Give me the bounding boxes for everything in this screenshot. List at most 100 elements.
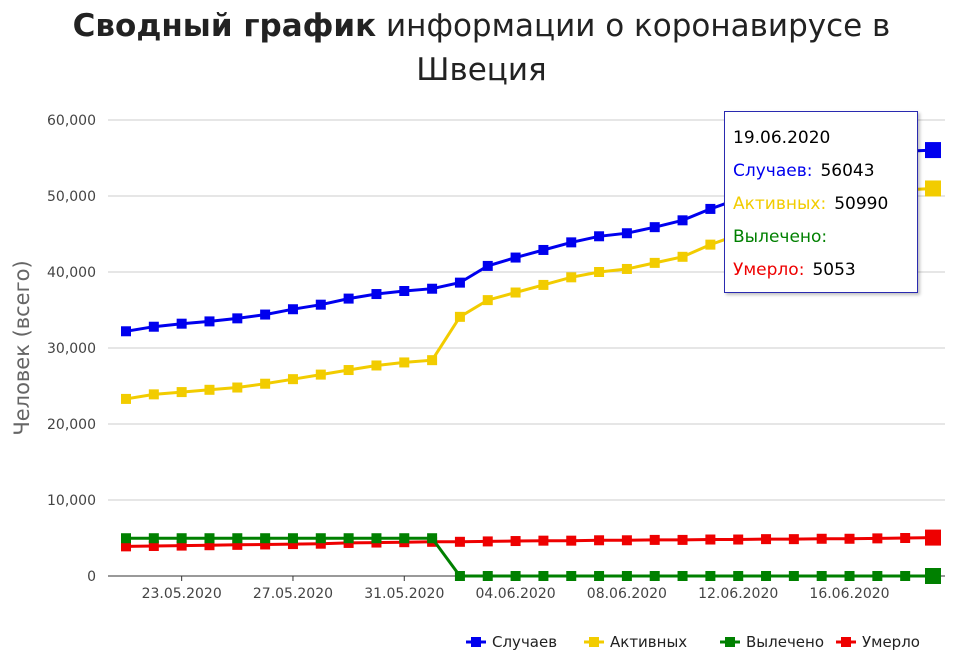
data-point[interactable] bbox=[925, 142, 941, 159]
data-point[interactable] bbox=[454, 277, 465, 288]
data-point[interactable] bbox=[287, 304, 298, 315]
data-point[interactable] bbox=[705, 571, 716, 581]
data-point[interactable] bbox=[566, 535, 577, 546]
data-point[interactable] bbox=[761, 534, 772, 545]
data-point[interactable] bbox=[232, 313, 243, 324]
data-point[interactable] bbox=[427, 283, 438, 294]
data-point[interactable] bbox=[204, 540, 215, 551]
data-point[interactable] bbox=[232, 539, 243, 550]
data-point[interactable] bbox=[176, 533, 187, 544]
data-point[interactable] bbox=[705, 203, 716, 214]
data-point[interactable] bbox=[482, 260, 493, 271]
data-point[interactable] bbox=[482, 295, 493, 306]
data-point[interactable] bbox=[371, 360, 382, 371]
data-point[interactable] bbox=[538, 279, 549, 290]
legend-item-1[interactable]: Случаев bbox=[466, 633, 557, 651]
data-point[interactable] bbox=[649, 571, 660, 581]
data-point[interactable] bbox=[925, 180, 941, 197]
data-point[interactable] bbox=[427, 533, 438, 544]
data-point[interactable] bbox=[121, 541, 131, 552]
data-point[interactable] bbox=[816, 571, 827, 581]
data-point[interactable] bbox=[649, 534, 660, 545]
data-point[interactable] bbox=[594, 571, 605, 581]
data-point[interactable] bbox=[705, 534, 716, 545]
data-point[interactable] bbox=[176, 387, 187, 398]
data-point[interactable] bbox=[232, 533, 243, 544]
data-point[interactable] bbox=[176, 540, 187, 551]
data-point[interactable] bbox=[482, 536, 493, 547]
data-point[interactable] bbox=[621, 571, 632, 581]
data-point[interactable] bbox=[510, 252, 521, 263]
data-point[interactable] bbox=[232, 382, 243, 393]
data-point[interactable] bbox=[621, 228, 632, 239]
data-point[interactable] bbox=[844, 533, 855, 544]
data-point[interactable] bbox=[510, 536, 521, 547]
data-point[interactable] bbox=[427, 355, 438, 366]
data-point[interactable] bbox=[538, 244, 549, 255]
data-point[interactable] bbox=[594, 535, 605, 546]
data-point[interactable] bbox=[649, 257, 660, 268]
data-point[interactable] bbox=[788, 571, 799, 581]
data-point[interactable] bbox=[510, 571, 521, 581]
legend-item-4[interactable]: Умерло bbox=[836, 633, 920, 651]
data-point[interactable] bbox=[121, 326, 131, 337]
data-point[interactable] bbox=[315, 533, 326, 544]
data-point[interactable] bbox=[621, 263, 632, 274]
data-point[interactable] bbox=[260, 309, 271, 320]
data-point[interactable] bbox=[900, 571, 911, 581]
data-point[interactable] bbox=[566, 272, 577, 283]
data-point[interactable] bbox=[315, 369, 326, 380]
data-point[interactable] bbox=[343, 293, 354, 304]
data-point[interactable] bbox=[594, 267, 605, 277]
data-point[interactable] bbox=[538, 535, 549, 546]
data-point[interactable] bbox=[872, 571, 883, 581]
data-point[interactable] bbox=[594, 231, 605, 242]
data-point[interactable] bbox=[148, 540, 159, 551]
data-point[interactable] bbox=[343, 365, 354, 376]
data-point[interactable] bbox=[816, 533, 827, 544]
data-point[interactable] bbox=[538, 571, 549, 581]
data-point[interactable] bbox=[148, 533, 159, 544]
data-point[interactable] bbox=[733, 534, 744, 545]
data-point[interactable] bbox=[705, 239, 716, 250]
data-point[interactable] bbox=[204, 384, 215, 395]
data-point[interactable] bbox=[121, 533, 131, 544]
data-point[interactable] bbox=[371, 289, 382, 300]
data-point[interactable] bbox=[900, 533, 911, 543]
legend-item-3[interactable]: Вылечено bbox=[720, 633, 824, 651]
data-point[interactable] bbox=[677, 215, 688, 226]
data-point[interactable] bbox=[454, 571, 465, 581]
data-point[interactable] bbox=[925, 568, 941, 584]
data-point[interactable] bbox=[315, 538, 326, 549]
data-point[interactable] bbox=[148, 321, 159, 332]
data-point[interactable] bbox=[287, 539, 298, 550]
data-point[interactable] bbox=[510, 287, 521, 298]
data-point[interactable] bbox=[260, 533, 271, 544]
data-point[interactable] bbox=[677, 534, 688, 545]
data-point[interactable] bbox=[566, 571, 577, 581]
data-point[interactable] bbox=[371, 533, 382, 544]
data-point[interactable] bbox=[399, 533, 410, 544]
data-point[interactable] bbox=[260, 378, 271, 389]
data-point[interactable] bbox=[566, 237, 577, 248]
data-point[interactable] bbox=[204, 316, 215, 327]
data-point[interactable] bbox=[454, 311, 465, 322]
data-point[interactable] bbox=[176, 318, 187, 329]
data-point[interactable] bbox=[788, 534, 799, 545]
data-point[interactable] bbox=[399, 357, 410, 368]
data-point[interactable] bbox=[844, 571, 855, 581]
data-point[interactable] bbox=[287, 533, 298, 544]
data-point[interactable] bbox=[315, 299, 326, 310]
data-point[interactable] bbox=[148, 389, 159, 400]
data-point[interactable] bbox=[287, 374, 298, 385]
data-point[interactable] bbox=[454, 536, 465, 547]
data-point[interactable] bbox=[121, 393, 131, 404]
data-point[interactable] bbox=[925, 529, 941, 546]
legend-item-2[interactable]: Активных bbox=[584, 633, 687, 651]
data-point[interactable] bbox=[733, 571, 744, 581]
data-point[interactable] bbox=[621, 535, 632, 546]
data-point[interactable] bbox=[343, 533, 354, 544]
legend[interactable]: Случаев Активных Вылечено Умерло bbox=[466, 633, 920, 651]
data-point[interactable] bbox=[761, 571, 772, 581]
data-point[interactable] bbox=[204, 533, 215, 544]
